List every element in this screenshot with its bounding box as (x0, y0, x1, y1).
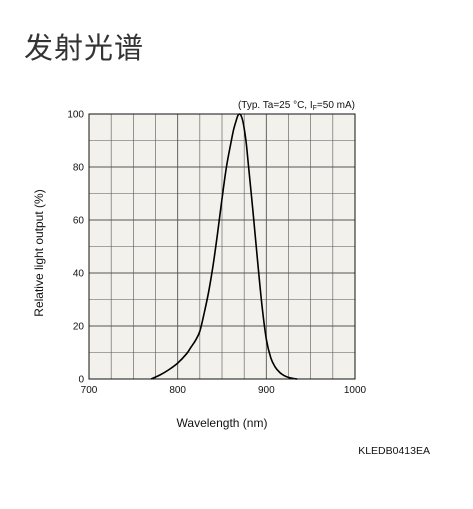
x-tick-label: 800 (169, 385, 186, 396)
x-tick-label: 700 (81, 385, 98, 396)
condition-note-sub: F (313, 105, 317, 112)
y-tick-labels: 0 20 40 60 80 100 (67, 110, 84, 386)
y-tick-label: 60 (73, 216, 85, 227)
spectrum-curve (150, 113, 298, 380)
x-tick-labels: 700 800 900 1000 (81, 385, 367, 396)
y-axis-label: Relative light output (%) (32, 189, 46, 316)
figure-id: KLEDB0413EA (358, 445, 430, 457)
plot-frame (88, 113, 356, 380)
y-tick-label: 100 (67, 110, 84, 121)
x-tick-label: 900 (258, 385, 275, 396)
y-tick-label: 40 (73, 269, 85, 280)
x-axis-label: Wavelength (nm) (177, 416, 268, 430)
y-tick-label: 20 (73, 322, 85, 333)
condition-note: (Typ. Ta=25 °C, IF=50 mA) (238, 100, 355, 112)
condition-note-tail: =50 mA) (317, 100, 355, 111)
condition-note-main: (Typ. Ta=25 °C, I (238, 100, 313, 111)
y-tick-label: 0 (78, 375, 84, 386)
page-title: 发射光谱 (24, 31, 145, 65)
x-tick-label: 1000 (344, 385, 367, 396)
minor-grid (89, 114, 355, 379)
y-tick-label: 80 (73, 163, 85, 174)
